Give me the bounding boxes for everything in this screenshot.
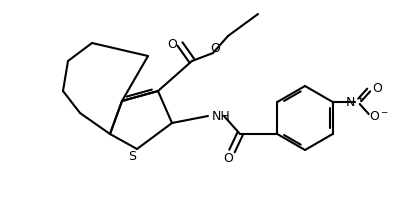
Text: O: O	[167, 38, 177, 51]
Text: O: O	[372, 82, 382, 95]
Text: N$^+$: N$^+$	[345, 95, 364, 110]
Text: O$^-$: O$^-$	[369, 110, 389, 123]
Text: O: O	[223, 151, 233, 164]
Text: NH: NH	[212, 110, 231, 123]
Text: O: O	[210, 42, 220, 55]
Text: S: S	[128, 150, 136, 163]
